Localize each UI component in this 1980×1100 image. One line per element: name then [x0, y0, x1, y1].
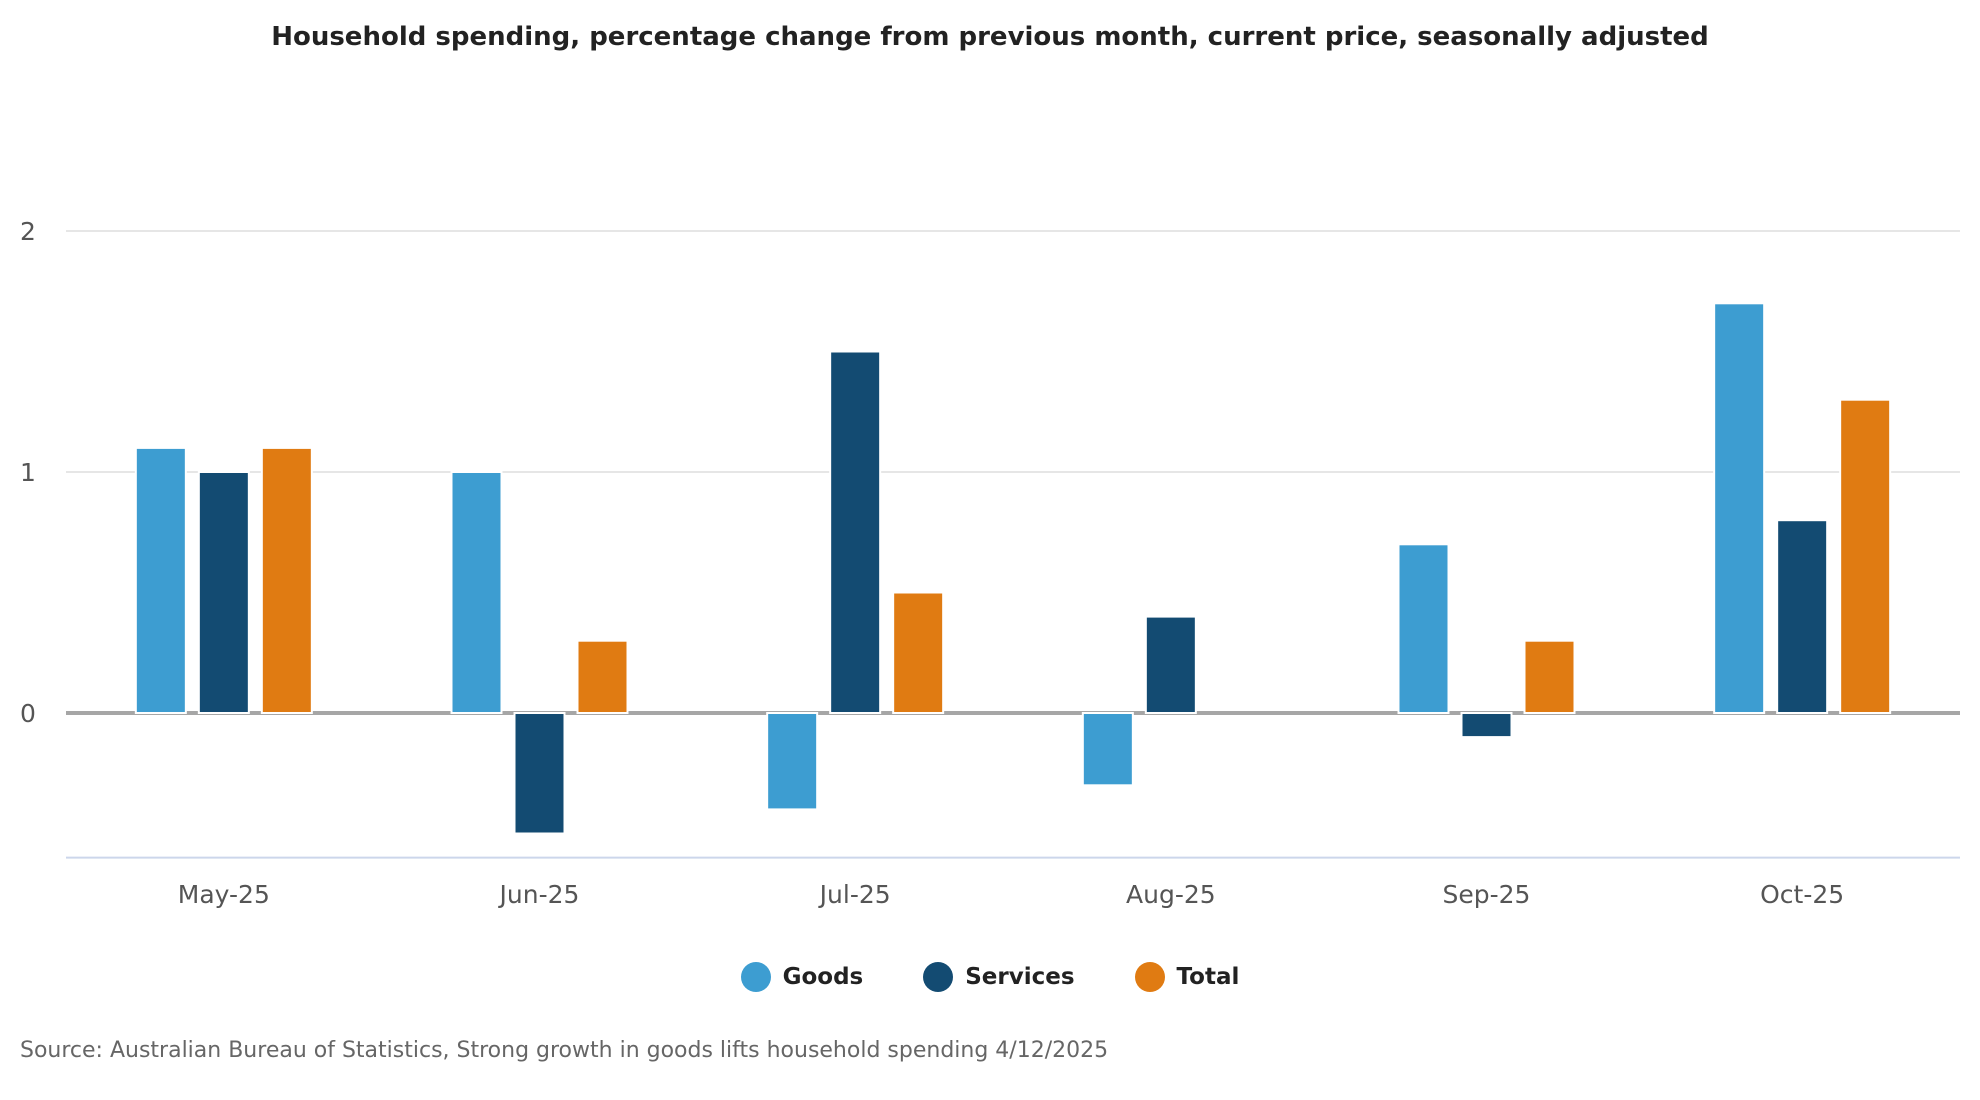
bar-services-jun-25 — [513, 712, 566, 835]
bar-goods-sep-25 — [1397, 543, 1450, 714]
bar-services-oct-25 — [1776, 519, 1829, 715]
y-tick-label: 2 — [20, 217, 36, 246]
legend: Goods Services Total — [0, 962, 1980, 992]
legend-label: Total — [1176, 964, 1240, 990]
bar-total-sep-25 — [1523, 639, 1576, 715]
legend-label: Goods — [782, 964, 864, 990]
x-tick-label: Sep-25 — [1443, 880, 1531, 909]
legend-item-services[interactable]: Services — [923, 962, 1075, 992]
x-tick-label: Aug-25 — [1126, 880, 1216, 909]
bar-services-jul-25 — [829, 350, 882, 714]
bar-goods-jul-25 — [766, 712, 819, 811]
y-tick-label: 0 — [20, 699, 36, 728]
source-note: Source: Australian Bureau of Statistics,… — [20, 1038, 1109, 1063]
bar-goods-oct-25 — [1713, 302, 1766, 714]
bar-services-may-25 — [197, 471, 250, 714]
legend-marker-icon — [740, 962, 771, 992]
x-tick-label: Jul-25 — [818, 880, 891, 909]
legend-marker-icon — [1134, 962, 1165, 992]
bar-total-oct-25 — [1839, 398, 1892, 714]
bar-goods-aug-25 — [1081, 712, 1134, 787]
legend-marker-icon — [923, 962, 954, 992]
bar-total-jun-25 — [576, 639, 629, 715]
bar-goods-jun-25 — [450, 471, 503, 714]
bar-goods-may-25 — [134, 446, 187, 714]
legend-label: Services — [965, 964, 1075, 990]
legend-item-goods[interactable]: Goods — [740, 962, 864, 992]
bar-total-may-25 — [260, 446, 313, 714]
x-tick-label: May-25 — [178, 880, 270, 909]
legend-item-total[interactable]: Total — [1134, 962, 1240, 992]
bar-chart: 0 1 2 May-25 Jun-25 Jul-25 Aug-25 Sep-25 Oct-25 — [20, 217, 1960, 909]
y-tick-label: 1 — [20, 458, 36, 487]
x-tick-label: Oct-25 — [1760, 880, 1844, 909]
bar-total-jul-25 — [892, 591, 945, 714]
chart-title: Household spending, percentage change fr… — [271, 22, 1709, 52]
bar-services-sep-25 — [1460, 712, 1513, 739]
x-tick-label: Jun-25 — [498, 880, 580, 909]
bar-services-aug-25 — [1144, 615, 1197, 714]
